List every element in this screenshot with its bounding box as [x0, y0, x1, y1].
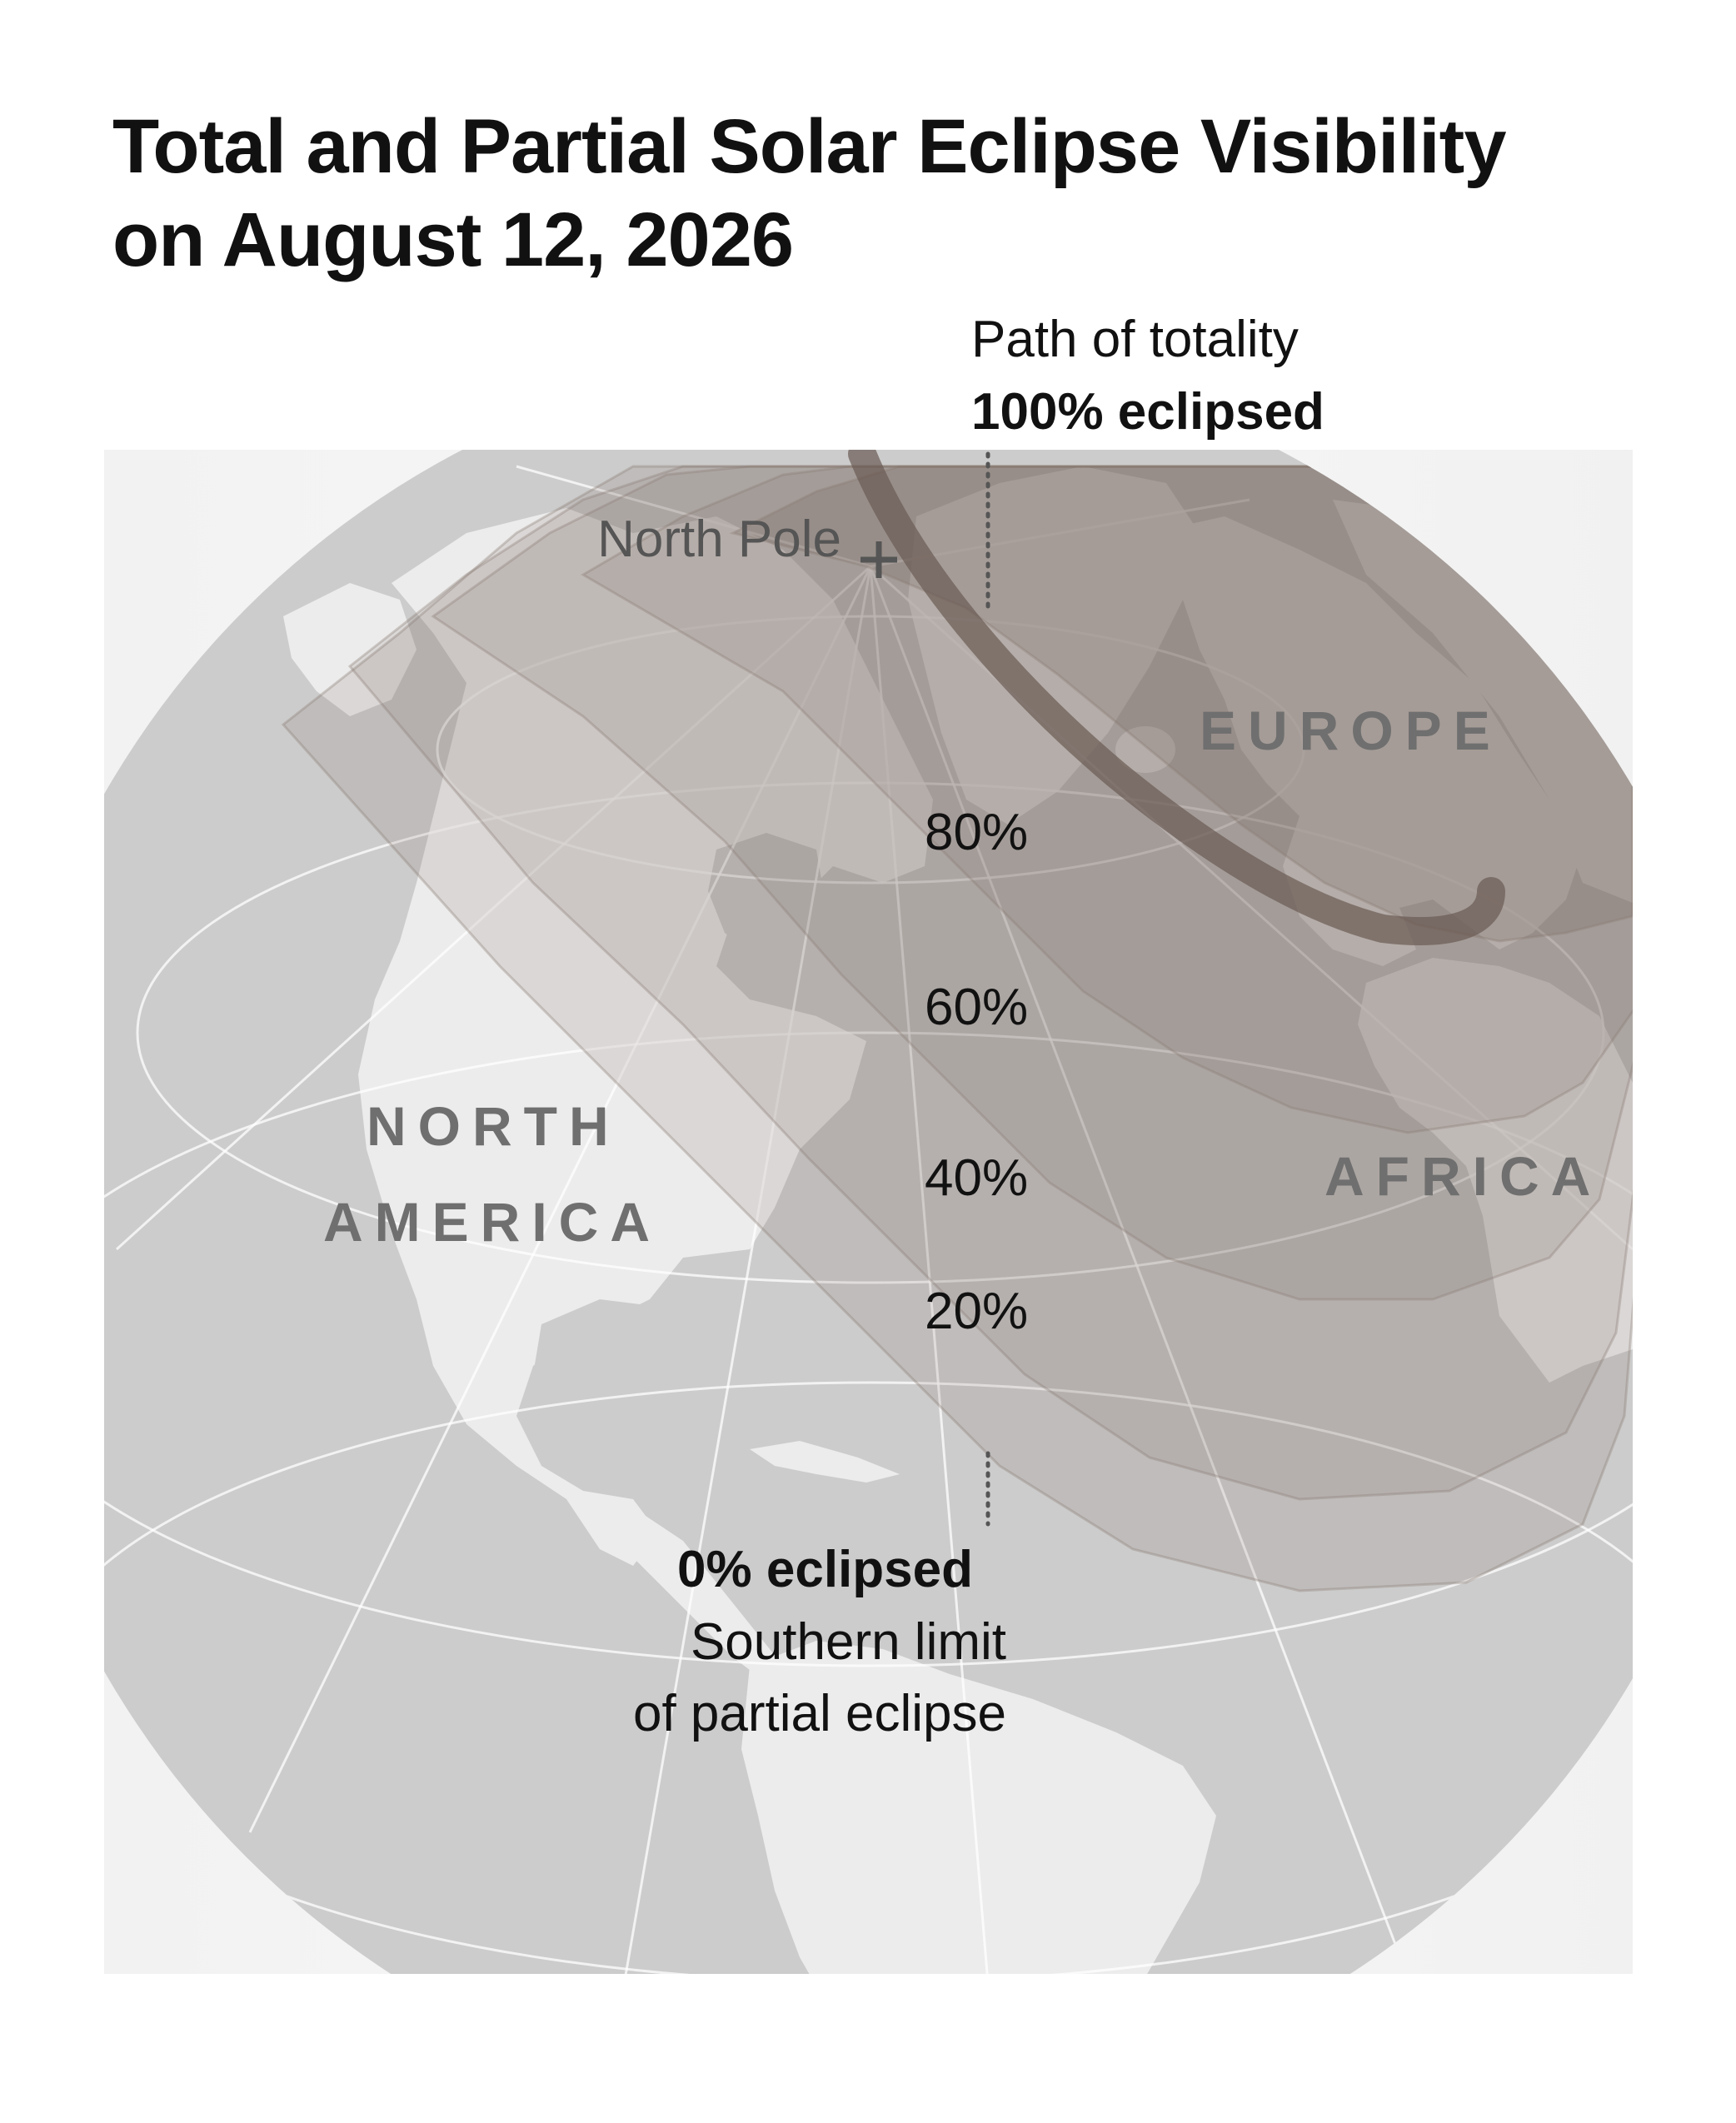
land-africa [1358, 958, 1633, 1383]
north-pole-marker [861, 541, 897, 578]
land-alaska [283, 583, 417, 716]
southern-limit-label-1: Southern limit [691, 1613, 1006, 1671]
band-label-40: 40% [925, 1149, 1028, 1207]
land-greenland [908, 466, 1200, 825]
band-60-percent [581, 465, 1633, 1134]
band-label-20: 20% [925, 1283, 1028, 1340]
band-20-percent [347, 465, 1633, 1501]
totality-percent-label: 100% eclipsed [971, 383, 1324, 441]
europe-label: EUROPE [1200, 700, 1502, 761]
map-title: Total and Partial Solar Eclipse Visibili… [112, 100, 1654, 287]
land-europe [1150, 516, 1583, 966]
band-label-80: 80% [925, 804, 1028, 861]
landmasses [283, 466, 1633, 1974]
zero-percent-label: 0% eclipsed [677, 1541, 973, 1598]
southern-limit-label-2: of partial eclipse [633, 1685, 1006, 1742]
land-south-america [741, 1641, 1216, 1974]
land-iceland [1115, 726, 1175, 773]
north-pole-label: North Pole [597, 511, 841, 568]
north-america-label-1: NORTH [367, 1095, 621, 1157]
land-north-america [358, 508, 933, 1566]
band-label-60: 60% [925, 979, 1028, 1036]
title-line-2: on August 12, 2026 [112, 197, 794, 282]
water-gulf-of-mexico [533, 1299, 725, 1441]
eclipse-shadow-bands [281, 465, 1633, 1592]
totality-path [848, 450, 1505, 945]
land-central-america [583, 1491, 783, 1682]
band-40-percent [431, 465, 1633, 1301]
band-0-percent [281, 465, 1633, 1592]
africa-label: AFRICA [1324, 1145, 1602, 1207]
land-cuba [750, 1441, 900, 1483]
totality-label: Path of totality [971, 311, 1299, 368]
water-hudson-bay [708, 833, 825, 958]
north-america-label-2: AMERICA [323, 1191, 661, 1253]
title-line-1: Total and Partial Solar Eclipse Visibili… [112, 104, 1507, 189]
